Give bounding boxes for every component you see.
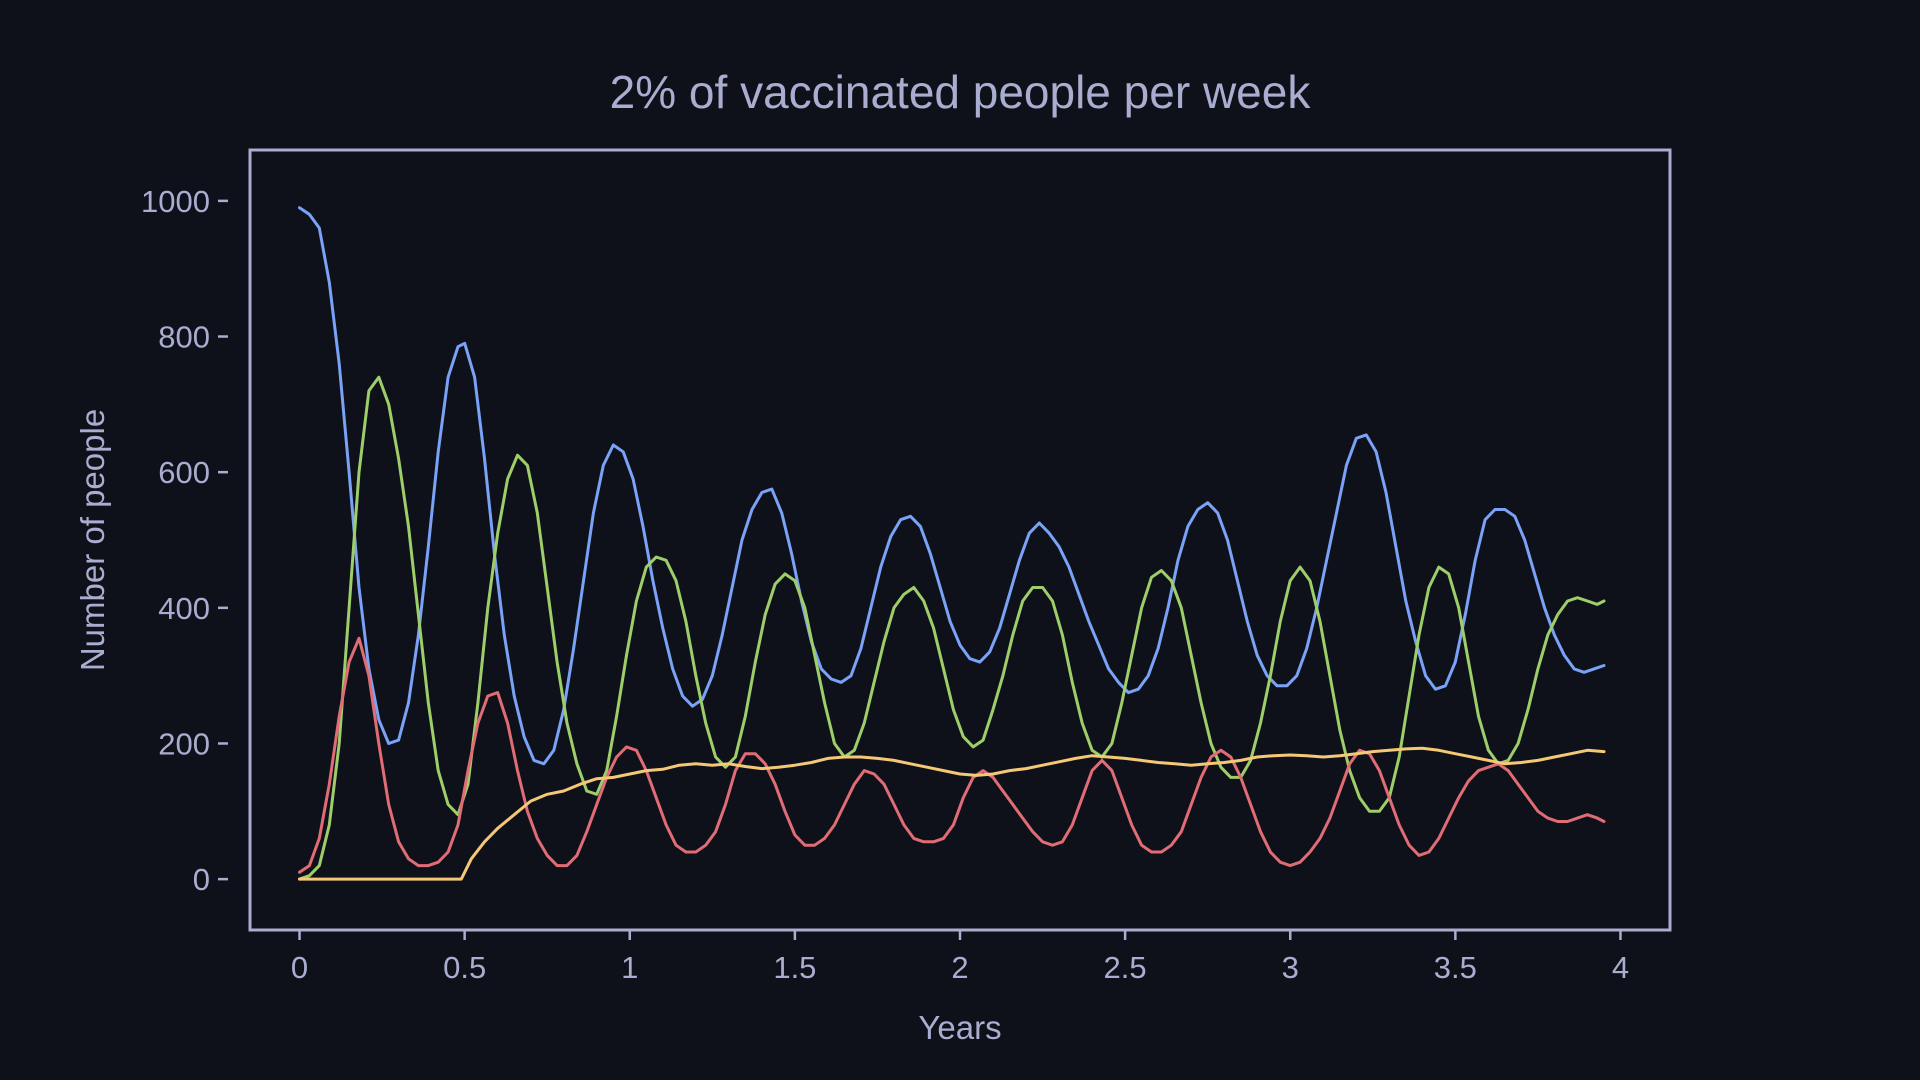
chart-title: 2% of vaccinated people per week xyxy=(610,66,1312,118)
x-tick-label: 2.5 xyxy=(1104,950,1147,985)
y-tick-label: 400 xyxy=(158,591,210,626)
x-tick-label: 3.5 xyxy=(1434,950,1477,985)
x-tick-label: 1.5 xyxy=(773,950,816,985)
x-tick-label: 1 xyxy=(621,950,638,985)
series-line-1 xyxy=(298,206,1606,766)
y-tick-label: 200 xyxy=(158,726,210,761)
x-axis-label: Years xyxy=(918,1009,1001,1046)
plot-area-frame xyxy=(248,148,1672,932)
series-line-3 xyxy=(298,636,1606,874)
series-layer xyxy=(298,206,1606,881)
x-tick-label: 0 xyxy=(291,950,308,985)
y-tick-label: 600 xyxy=(158,455,210,490)
y-tick-label: 1000 xyxy=(141,184,210,219)
x-tick-label: 3 xyxy=(1282,950,1299,985)
series-line-4 xyxy=(298,746,1606,881)
x-tick-label: 4 xyxy=(1612,950,1629,985)
y-axis-label: Number of people xyxy=(74,409,111,671)
x-tick-label: 0.5 xyxy=(443,950,486,985)
x-tick-label: 2 xyxy=(951,950,968,985)
y-tick-label: 0 xyxy=(193,862,210,897)
y-axis: 0 200 400 600 800 1000 xyxy=(141,184,228,897)
x-axis: 0 0.5 1 1.5 2 2.5 3 3.5 4 xyxy=(291,930,1629,985)
y-tick-label: 800 xyxy=(158,320,210,355)
